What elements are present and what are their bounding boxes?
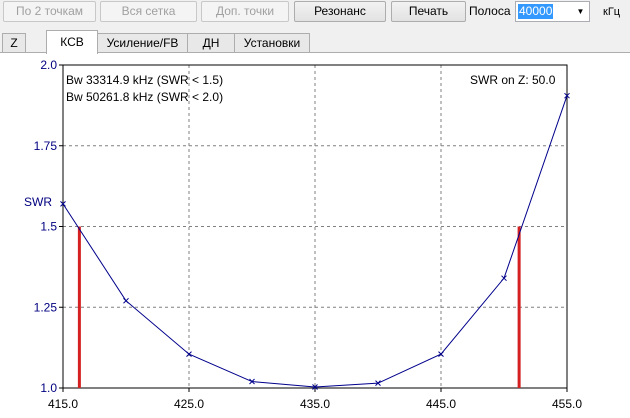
x-tick-label: 445.0 (426, 397, 456, 411)
y-tick-label: 1.75 (34, 139, 58, 153)
tab-swr[interactable]: КСВ (46, 30, 98, 54)
swr-data-point (375, 380, 381, 387)
x-tick-label: 455.0 (552, 397, 582, 411)
resonance-button[interactable]: Резонанс (294, 1, 386, 22)
tab-divider (0, 52, 630, 53)
x-tick-label: 415.0 (48, 397, 78, 411)
y-tick-label: 1.25 (34, 300, 58, 314)
band-combo[interactable]: 40000 ▼ (515, 1, 590, 22)
swr-data-point (312, 384, 318, 390)
y-tick-label: 2.0 (40, 58, 57, 72)
swr-data-point (501, 275, 507, 282)
bandwidth-15-annotation: Bw 33314.9 kHz (SWR < 1.5) (66, 73, 224, 87)
swr-data-point (438, 351, 444, 357)
tab-gain-fb[interactable]: Усиление/FB (97, 33, 188, 53)
y-tick-label: 1.0 (40, 381, 57, 395)
swr-data-point (60, 201, 66, 207)
y-axis-label: SWR (24, 195, 52, 209)
swr-data-point (249, 378, 255, 385)
x-tick-label: 435.0 (300, 397, 330, 411)
band-value[interactable]: 40000 (518, 4, 554, 19)
swr-data-point (186, 351, 192, 357)
band-unit-label: кГц (603, 6, 621, 18)
swr-data-point (123, 297, 129, 304)
tab-pattern[interactable]: ДН (187, 33, 235, 53)
toolbar: По 2 точкам Вся сетка Доп. точки Резонан… (0, 0, 630, 24)
tab-bar: Z КСВ Усиление/FB ДН Установки (0, 24, 630, 54)
chevron-down-icon[interactable]: ▼ (576, 7, 585, 16)
x-tick-label: 425.0 (174, 397, 204, 411)
swr-chart-svg: 415.0 425.0 435.0 445.0 455.0 1.0 1.25 1.5 1.75 2… (34, 58, 583, 411)
tab-z[interactable]: Z (2, 33, 26, 53)
extra-points-button[interactable]: Доп. точки (201, 1, 289, 22)
bandwidth-20-annotation: Bw 50261.8 kHz (SWR < 2.0) (66, 90, 224, 104)
swr-on-z-annotation: SWR on Z: 50.0 (470, 73, 556, 87)
y-tick-label: 1.5 (40, 220, 57, 234)
two-points-button[interactable]: По 2 точкам (3, 1, 96, 22)
swr-chart: 415.0 425.0 435.0 445.0 455.0 1.0 1.25 1.5 1.75 2… (0, 53, 630, 418)
tab-settings[interactable]: Установки (234, 33, 310, 53)
print-button[interactable]: Печать (391, 1, 466, 22)
band-label: Полоса (469, 4, 511, 18)
swr-data-point (564, 92, 570, 99)
whole-grid-button[interactable]: Вся сетка (100, 1, 197, 22)
